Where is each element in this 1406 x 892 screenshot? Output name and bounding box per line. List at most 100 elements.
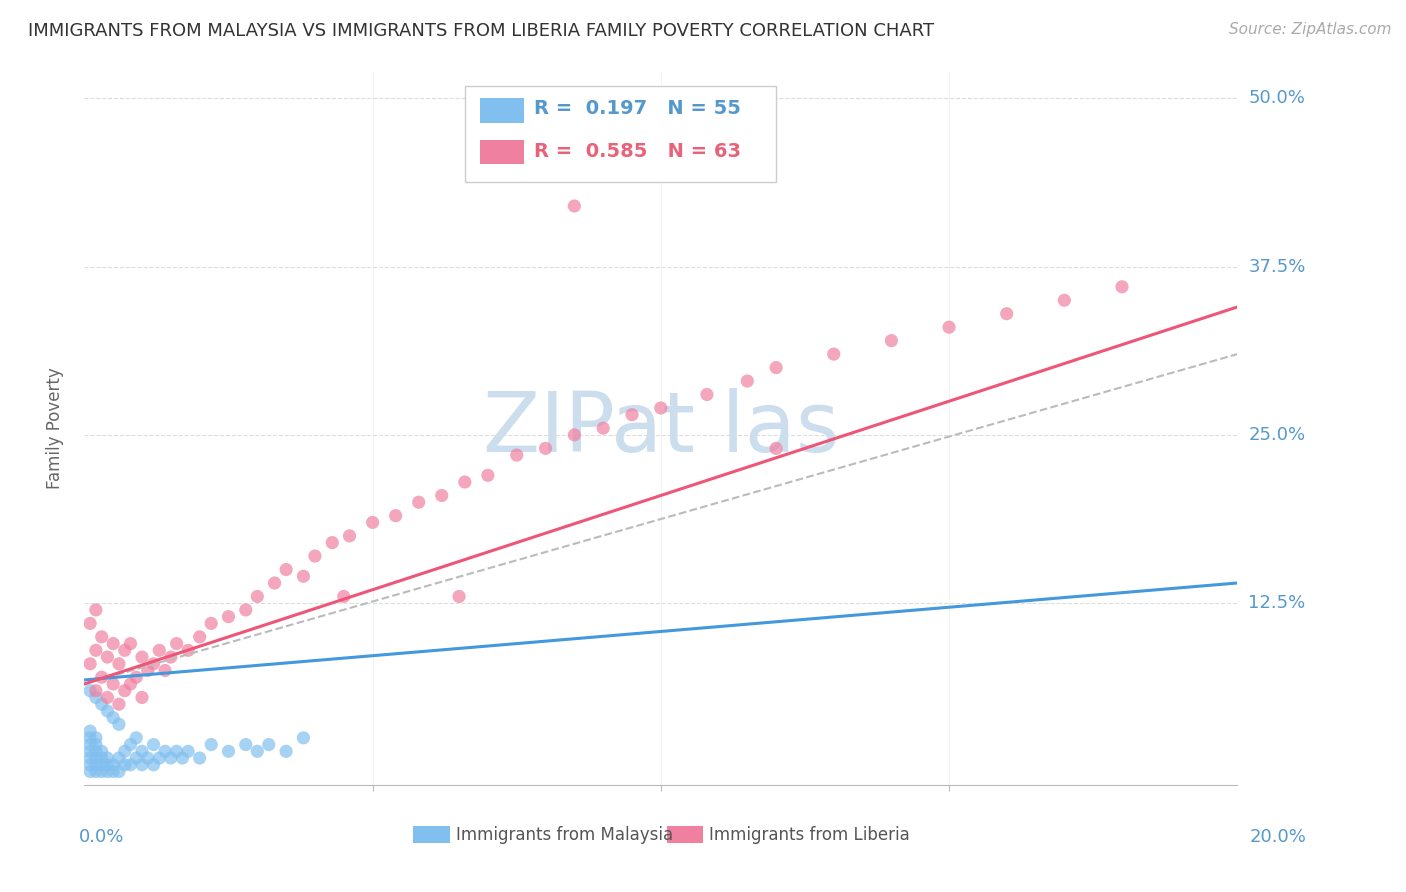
Text: 12.5%: 12.5% [1249, 594, 1306, 612]
Point [79, 744, 101, 758]
Point [321, 535, 343, 549]
Text: 37.5%: 37.5% [1249, 258, 1306, 276]
Point [120, 637, 142, 651]
Point [408, 495, 430, 509]
Point [125, 751, 148, 765]
Point [153, 664, 176, 678]
Point [160, 751, 183, 765]
Point [160, 650, 183, 665]
Point [108, 657, 131, 671]
Point [90, 630, 112, 644]
Point [90, 697, 112, 711]
Point [114, 744, 136, 758]
Point [90, 757, 112, 772]
Point [592, 421, 614, 435]
FancyBboxPatch shape [666, 826, 703, 844]
Point [148, 643, 170, 657]
Point [339, 529, 361, 543]
Point [79, 751, 101, 765]
Point [131, 757, 153, 772]
Point [108, 764, 131, 779]
Point [361, 516, 384, 530]
Text: IMMIGRANTS FROM MALAYSIA VS IMMIGRANTS FROM LIBERIA FAMILY POVERTY CORRELATION C: IMMIGRANTS FROM MALAYSIA VS IMMIGRANTS F… [28, 22, 934, 40]
Point [188, 630, 211, 644]
Point [84, 683, 107, 698]
Point [131, 650, 153, 665]
Point [96, 751, 118, 765]
Point [200, 616, 222, 631]
Point [430, 488, 453, 502]
Point [79, 764, 101, 779]
FancyBboxPatch shape [479, 98, 523, 123]
Point [292, 569, 315, 583]
Point [995, 307, 1018, 321]
Text: ZIPat las: ZIPat las [482, 388, 839, 468]
Point [737, 374, 759, 388]
Point [454, 475, 477, 489]
Point [90, 764, 112, 779]
Point [292, 731, 315, 745]
Point [142, 738, 165, 752]
Point [136, 664, 159, 678]
Point [218, 609, 240, 624]
Point [276, 744, 298, 758]
Text: Source: ZipAtlas.com: Source: ZipAtlas.com [1229, 22, 1392, 37]
Point [120, 738, 142, 752]
Point [246, 744, 269, 758]
Point [148, 751, 170, 765]
Point [131, 690, 153, 705]
Text: 50.0%: 50.0% [1249, 89, 1305, 107]
Point [108, 697, 131, 711]
Point [166, 744, 188, 758]
Point [103, 637, 124, 651]
Point [696, 387, 718, 401]
Point [257, 738, 280, 752]
Point [177, 744, 200, 758]
Point [103, 764, 124, 779]
Text: Immigrants from Malaysia: Immigrants from Malaysia [456, 826, 672, 844]
Point [79, 757, 101, 772]
Point [90, 744, 112, 758]
Point [84, 751, 107, 765]
Point [79, 724, 101, 739]
Point [84, 731, 107, 745]
Point [108, 751, 131, 765]
Text: 0.0%: 0.0% [79, 828, 124, 846]
Y-axis label: Family Poverty: Family Poverty [45, 368, 63, 489]
Point [125, 731, 148, 745]
Point [84, 643, 107, 657]
Point [103, 757, 124, 772]
Point [79, 683, 101, 698]
Point [84, 764, 107, 779]
Point [84, 744, 107, 758]
Point [84, 690, 107, 705]
Point [79, 738, 101, 752]
Point [218, 744, 240, 758]
Point [506, 448, 529, 462]
Point [103, 677, 124, 691]
Point [246, 590, 269, 604]
Point [142, 657, 165, 671]
Point [90, 751, 112, 765]
Point [1111, 280, 1133, 294]
Point [449, 590, 471, 604]
Point [880, 334, 903, 348]
FancyBboxPatch shape [413, 826, 450, 844]
Point [114, 643, 136, 657]
Point [96, 764, 118, 779]
Point [938, 320, 960, 334]
Text: 25.0%: 25.0% [1249, 425, 1306, 444]
Point [177, 643, 200, 657]
Point [823, 347, 845, 361]
Text: R =  0.197   N = 55: R = 0.197 N = 55 [534, 99, 741, 118]
Point [304, 549, 326, 563]
Point [263, 576, 285, 591]
Point [650, 401, 672, 415]
Point [534, 442, 557, 456]
Point [564, 428, 586, 442]
Point [84, 738, 107, 752]
Point [131, 744, 153, 758]
Point [114, 683, 136, 698]
Point [125, 670, 148, 684]
Point [621, 408, 644, 422]
